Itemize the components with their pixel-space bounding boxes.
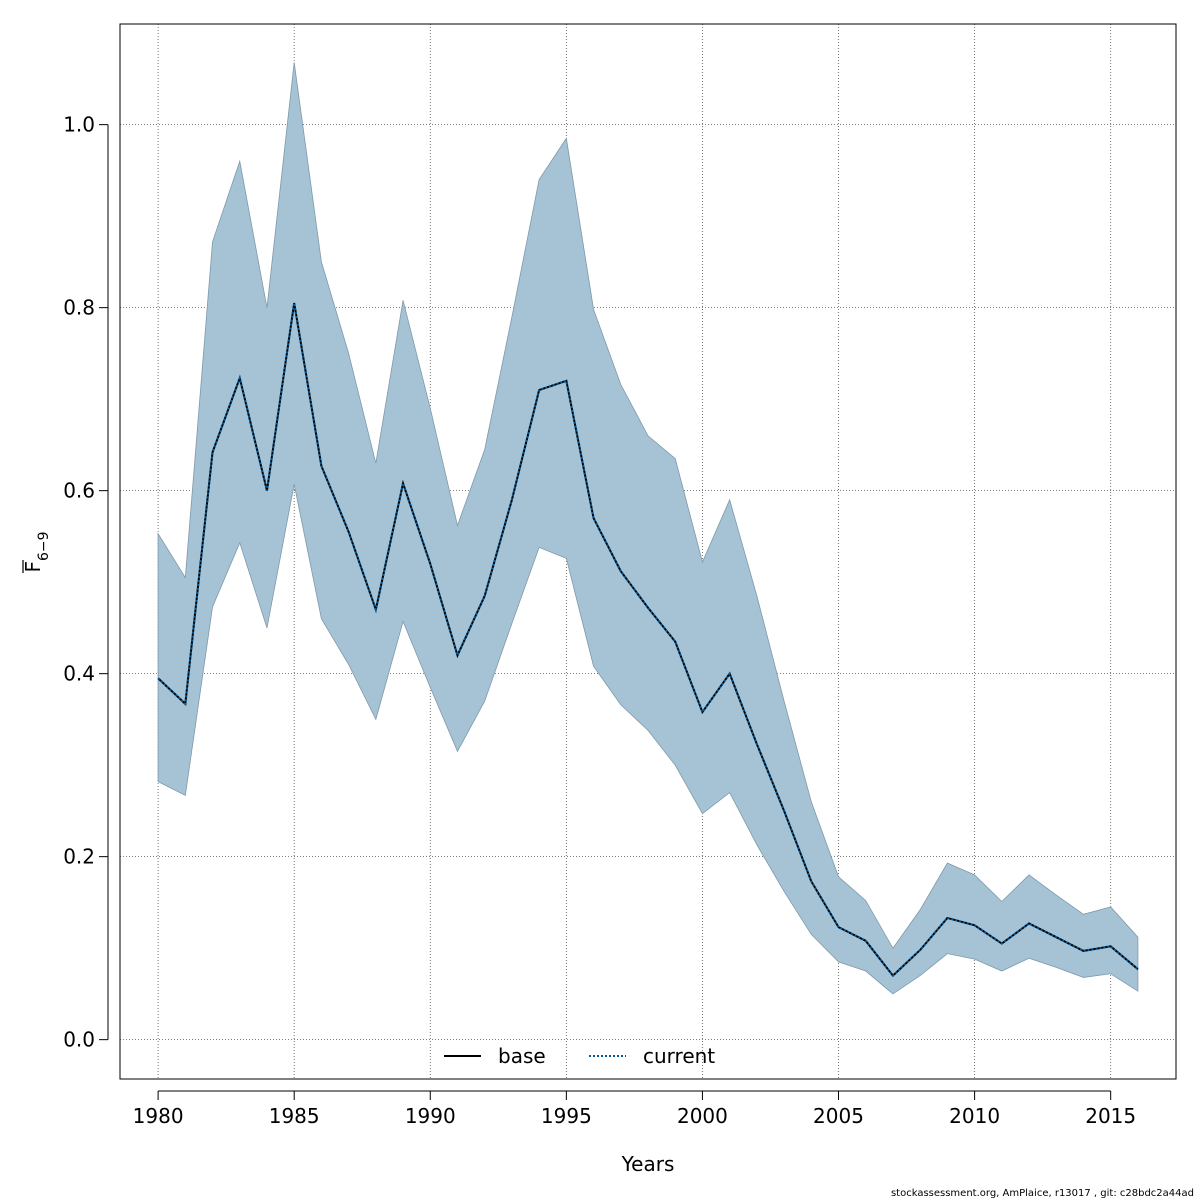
y-tick-label: 1.0 (63, 113, 95, 137)
x-axis-label: Years (621, 1152, 675, 1176)
x-tick-label: 2000 (677, 1104, 728, 1128)
series-lines (157, 302, 1139, 978)
legend: base current (444, 1044, 715, 1068)
x-tick-label: 1985 (269, 1104, 320, 1128)
x-tick-label: 1995 (541, 1104, 592, 1128)
y-tick-label: 0.0 (63, 1028, 95, 1052)
y-tick-label: 0.4 (63, 662, 95, 686)
y-tick-label: 0.8 (63, 296, 95, 320)
legend-label-base: base (498, 1044, 546, 1068)
confidence-band (157, 62, 1139, 995)
y-tick-label: 0.2 (63, 845, 95, 869)
footer-credit: stockassessment.org, AmPlaice, r13017 , … (891, 1188, 1194, 1199)
y-axis-label-text: F6−9 (21, 531, 52, 572)
y-axis-label-sub: 6−9 (36, 531, 52, 561)
y-tick-label: 0.6 (63, 479, 95, 503)
x-tick-label: 1980 (133, 1104, 184, 1128)
x-axis: 1980 1985 1990 1995 2000 2005 2010 2015 (133, 1090, 1136, 1128)
y-axis-label-main: F (21, 561, 45, 573)
x-tick-label: 1990 (405, 1104, 456, 1128)
y-axis-label: F6−9 (21, 531, 52, 573)
x-tick-label: 2010 (949, 1104, 1000, 1128)
x-tick-label: 2005 (813, 1104, 864, 1128)
plot-frame (119, 23, 1177, 1080)
series-line-current (157, 302, 1139, 978)
x-tick-label: 2015 (1085, 1104, 1136, 1128)
y-axis: 0.0 0.2 0.4 0.6 0.8 1.0 (63, 113, 109, 1052)
legend-label-current: current (643, 1044, 715, 1068)
